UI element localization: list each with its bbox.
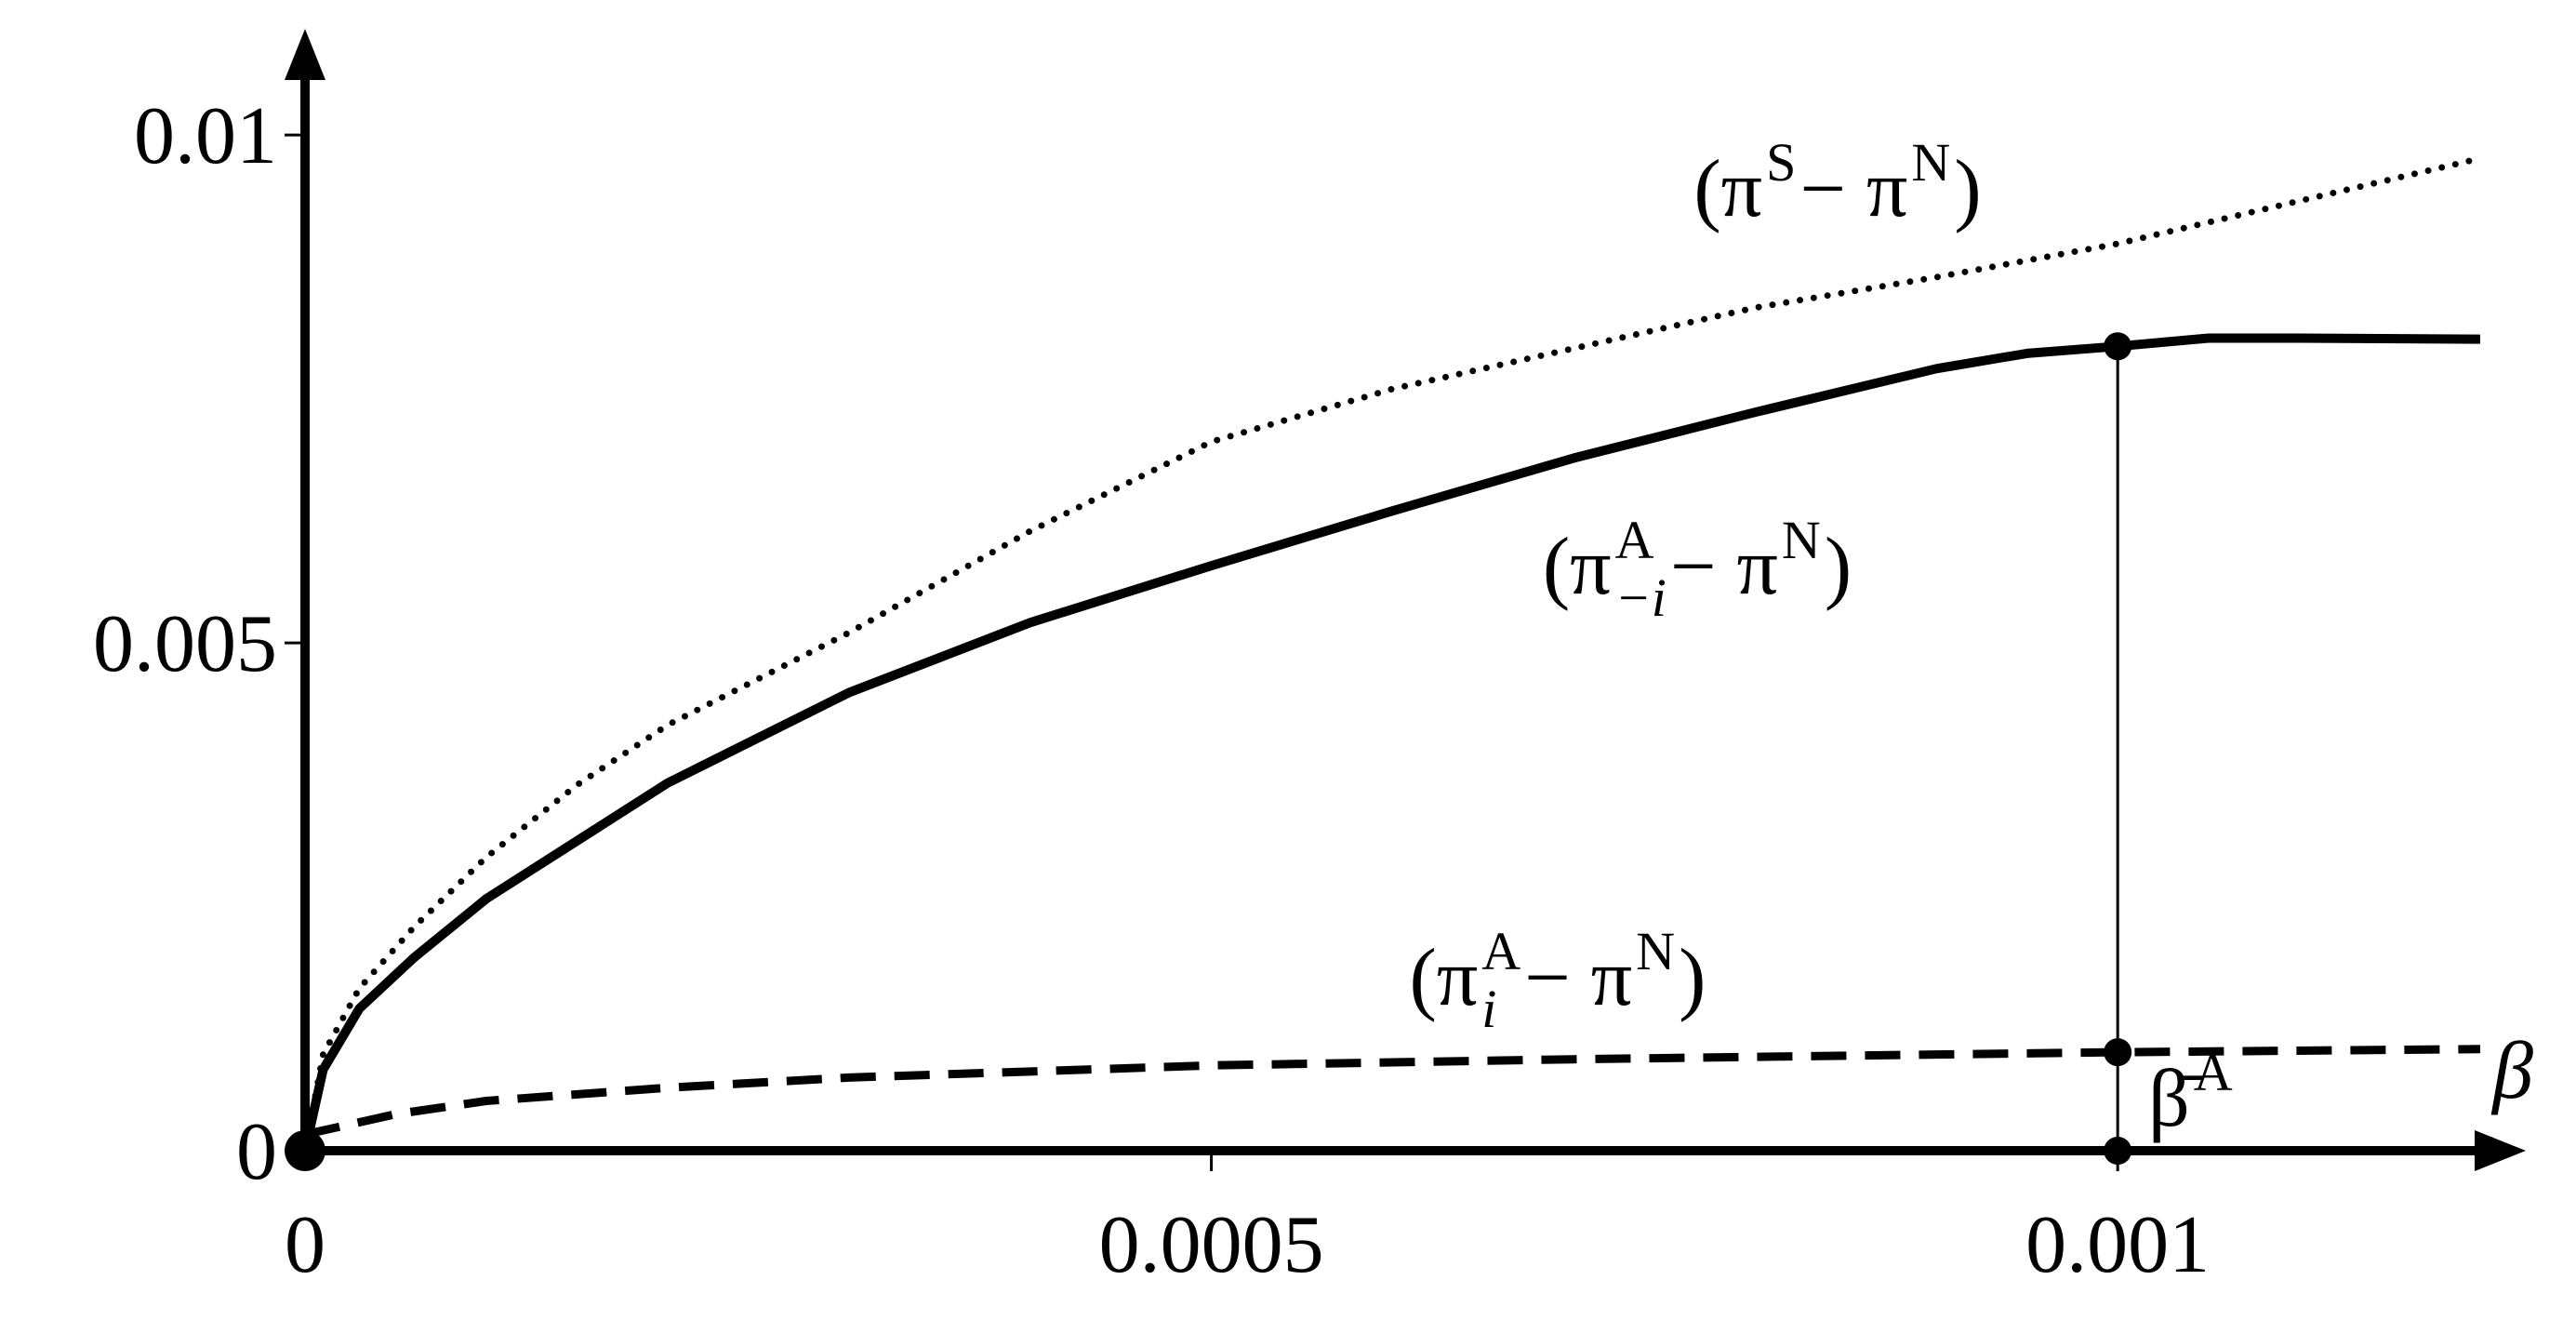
annotation-sup: N (1782, 510, 1821, 570)
y-tick-label: 0 (236, 1107, 277, 1197)
annotation-text: ) (1679, 933, 1706, 1023)
y-axis-arrow (285, 29, 325, 80)
series-line (300, 333, 2481, 1153)
annotation: (π A−i − π N) (1543, 510, 1852, 628)
annotation: β̄ A (2148, 1042, 2233, 1144)
annotation-sup: A (1615, 510, 1654, 570)
series-line (304, 1045, 2481, 1139)
y-tick-label: 0.01 (134, 91, 277, 181)
annotation-text: (π (1693, 144, 1762, 234)
point (285, 1130, 325, 1171)
point (2104, 1137, 2132, 1165)
annotation-sup: A (2194, 1042, 2233, 1102)
annotation-sup: A (1481, 921, 1520, 981)
annotation-sup: N (1636, 921, 1675, 981)
x-tick-label: 0.001 (2025, 1200, 2210, 1290)
annotation-sup: S (1766, 132, 1796, 193)
annotation-text: ) (1954, 144, 1981, 234)
annotation-text: (π (1543, 522, 1612, 612)
x-axis-arrow (2475, 1130, 2526, 1171)
annotation: (π S − π N) (1693, 132, 1981, 234)
x-axis-label: β (2490, 1026, 2533, 1116)
annotation-text: − π (1670, 522, 1778, 612)
annotation-text: − π (1524, 933, 1632, 1023)
x-tick-label: 0.0005 (1099, 1200, 1324, 1290)
annotation: (π Ai − π N) (1410, 921, 1706, 1039)
y-tick-label: 0.005 (93, 599, 277, 689)
annotation-sub: −i (1615, 567, 1666, 628)
point (2104, 1038, 2132, 1067)
annotation-text: ) (1825, 522, 1852, 612)
annotation-text: (π (1410, 933, 1479, 1023)
annotation-sub: i (1481, 979, 1496, 1039)
x-tick-label: 0 (285, 1200, 325, 1290)
point (2104, 332, 2132, 361)
series-line (301, 154, 2484, 1154)
annotation-sup: N (1911, 132, 1950, 193)
annotation-text: − π (1799, 144, 1907, 234)
